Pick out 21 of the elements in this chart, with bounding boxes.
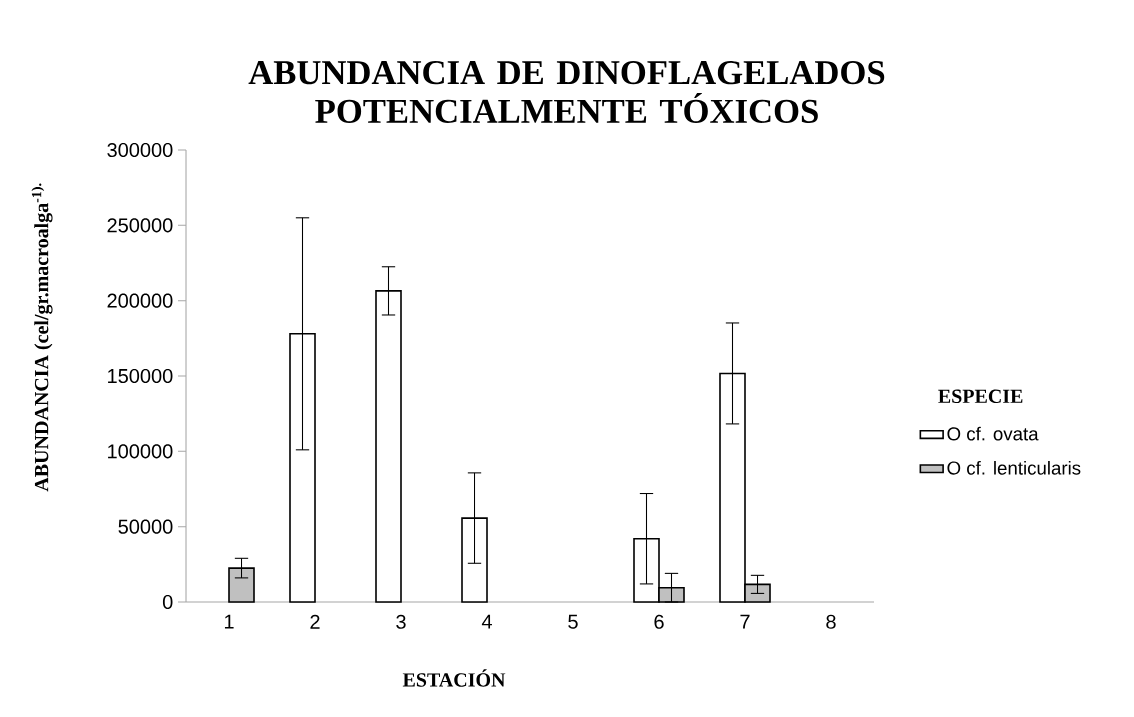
x-tick-label: 1 (224, 614, 234, 629)
y-tick-label: 50000 (118, 519, 173, 534)
y-tick-label: 0 (162, 594, 173, 610)
legend-label: O cf. ovata (947, 426, 1039, 441)
legend-title: ESPECIE (938, 389, 1023, 404)
x-axis-title: ESTACIÓN (402, 669, 506, 687)
y-axis-title: ABUNDANCIA (cel/gr.macroalga$^{-1).}$ (31, 183, 53, 492)
y-tick-label: 100000 (108, 444, 173, 459)
x-tick-label: 3 (396, 614, 406, 629)
legend-label: O cf. lenticularis (947, 460, 1081, 475)
x-tick-label: 6 (654, 614, 664, 629)
x-tick-label: 2 (310, 614, 320, 629)
x-tick-label: 7 (740, 614, 750, 629)
y-tick-label: 250000 (107, 218, 173, 233)
y-tick-label: 300000 (107, 142, 173, 158)
y-tick-label: 150000 (108, 368, 173, 384)
x-tick-label: 8 (826, 614, 836, 629)
chart-title: ABUNDANCIA DE DINOFLAGELADOS POTENCIALMENTE TÓXICOS (248, 61, 885, 123)
y-tick-label: 200000 (107, 293, 173, 308)
x-tick-label: 4 (481, 614, 492, 629)
x-tick-label: 5 (568, 614, 578, 629)
